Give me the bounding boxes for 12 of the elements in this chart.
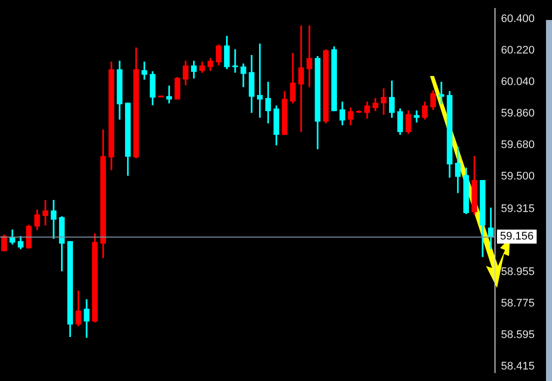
- y-tick-label: 60.220: [501, 44, 535, 57]
- y-tick-label: 60.040: [501, 76, 535, 88]
- y-tick-label: 58.775: [501, 297, 535, 310]
- y-tick-label: 59.680: [501, 139, 535, 152]
- y-tick-label: 59.500: [501, 170, 535, 183]
- y-tick-label: 60.400: [501, 13, 535, 26]
- y-tick-label: 58.955: [501, 266, 535, 278]
- y-tick-label: 58.595: [501, 328, 535, 341]
- y-tick-label: 59.315: [501, 202, 535, 215]
- y-tick-label: 58.415: [501, 360, 535, 372]
- y-tick-label: 59.860: [501, 108, 535, 120]
- ref-line-label: 59.156: [500, 230, 534, 243]
